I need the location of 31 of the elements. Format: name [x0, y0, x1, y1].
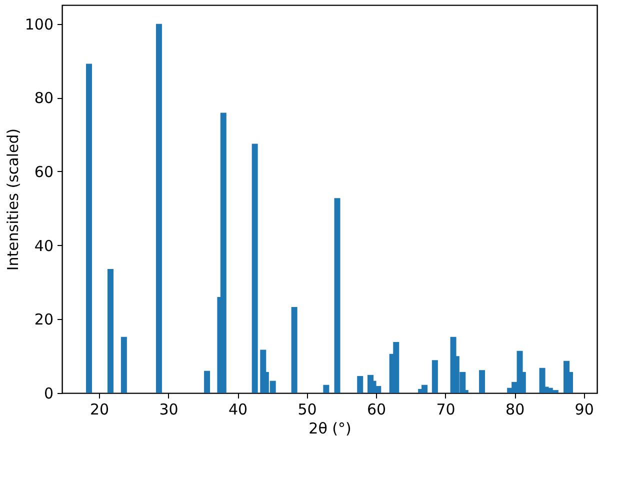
y-tick-label: 0 [44, 384, 54, 402]
y-tick-label: 100 [24, 15, 54, 34]
x-tick-label: 20 [90, 400, 110, 418]
bar [220, 112, 226, 393]
bar [357, 376, 364, 393]
bar [393, 342, 400, 393]
bar [422, 384, 428, 393]
bar [120, 336, 127, 393]
y-tick-label: 20 [34, 310, 54, 329]
y-axis-title: Intensities (scaled) [4, 128, 22, 271]
y-tick-label: 80 [34, 89, 54, 108]
x-axis-title: 2θ (°) [308, 420, 352, 438]
bar [86, 64, 92, 393]
x-tick-label: 70 [436, 400, 456, 418]
x-tick-label: 50 [298, 400, 317, 418]
x-tick-label: 80 [506, 400, 525, 418]
y-tick-label: 40 [34, 236, 54, 255]
bar [291, 306, 298, 393]
bar [156, 24, 162, 393]
bar [323, 384, 330, 393]
y-tick-label: 60 [34, 162, 54, 181]
bar [107, 268, 114, 393]
bar [479, 370, 486, 393]
bar [334, 198, 340, 393]
bar [252, 144, 258, 393]
bar [204, 370, 210, 393]
bar [432, 360, 438, 393]
x-tick-label: 30 [159, 400, 178, 418]
x-tick-label: 90 [574, 400, 594, 418]
x-tick-label: 60 [367, 400, 386, 418]
x-tick-label: 40 [228, 400, 248, 418]
